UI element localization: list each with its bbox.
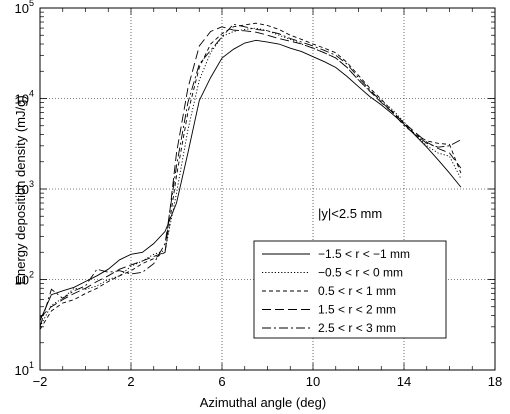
y-tick-label: 104 [15,89,34,107]
x-axis-title: Azimuthal angle (deg) [200,395,326,410]
plot-frame [39,7,496,371]
grid [40,8,495,370]
legend: −1.5 < r < −1 mm −0.5 < r < 0 mm 0.5 < r <… [253,240,447,339]
legend-label: −0.5 < r < 0 mm [318,266,403,280]
legend-box [253,240,447,339]
y-tick-label: 105 [15,0,34,16]
series-lines [39,22,462,330]
x-tick-label: 18 [488,374,502,389]
y-tick-label: 102 [15,270,34,288]
legend-label: −1.5 < r < −1 mm [318,247,410,261]
y-tick-label: 103 [15,179,34,197]
x-tick-label: 10 [306,374,320,389]
series-line-2 [39,27,462,328]
series-line-1 [39,39,462,321]
annotation-label: |y|<2.5 mm [318,206,382,221]
y-tick-label: 101 [15,360,34,378]
y-tick-labels: 101 102 103 104 105 [15,0,34,378]
x-tick-label: 14 [397,374,411,389]
legend-label: 1.5 < r < 2 mm [318,303,396,317]
x-tick-label: 2 [127,374,134,389]
legend-label: 2.5 < r < 3 mm [318,321,396,335]
y-axis-title: Energy deposition density (mJ/g) [13,95,28,284]
x-tick-labels: −2 2 6 10 14 18 [33,374,503,389]
x-tick-label: 6 [218,374,225,389]
legend-label: 0.5 < r < 1 mm [318,284,396,298]
x-tick-label: −2 [33,374,48,389]
series-line-4 [39,26,462,318]
